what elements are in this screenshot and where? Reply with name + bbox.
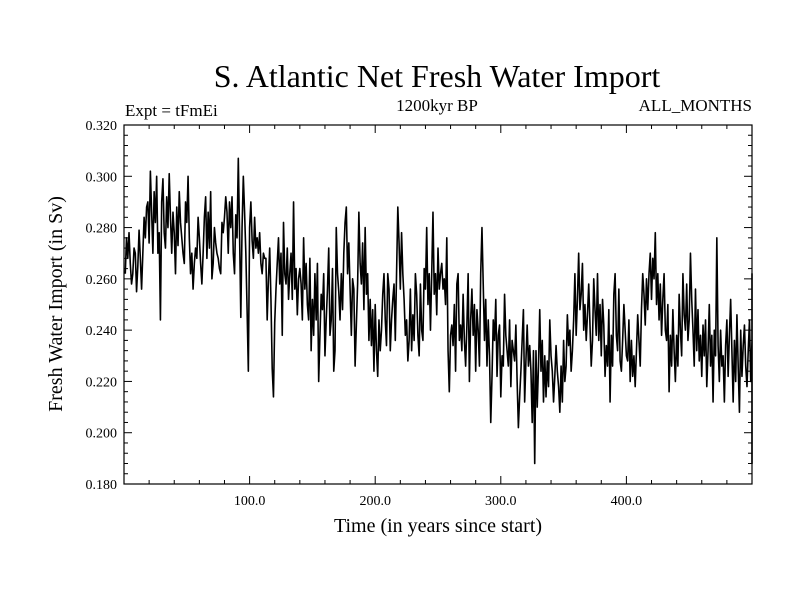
series-layer: [124, 157, 753, 465]
y-tick-label: 0.240: [86, 324, 118, 339]
y-tick-label: 0.300: [86, 170, 118, 185]
y-tick-label: 0.220: [86, 375, 118, 390]
chart-subtitle-right: ALL_MONTHS: [639, 96, 752, 115]
x-tick-label: 300.0: [485, 494, 517, 509]
plot-area-frame: [123, 124, 753, 485]
x-tick-label: 400.0: [611, 494, 643, 509]
axis-ticks: 0.180 0.200 0.220 0.240 0.260 0.280 0.300 0.320…: [86, 119, 752, 509]
y-axis-label: Fresh Water Import (in Sv): [45, 196, 67, 412]
chart-subtitle-center: 1200kyr BP: [396, 96, 478, 115]
x-tick-label: 100.0: [234, 494, 266, 509]
y-tick-label: 0.200: [86, 427, 118, 442]
x-axis-label: Time (in years since start): [334, 515, 542, 537]
chart-title: S. Atlantic Net Fresh Water Import: [214, 58, 661, 94]
y-tick-label: 0.320: [86, 119, 118, 134]
chart-subtitle-left: Expt = tFmEi: [125, 101, 218, 120]
x-tick-label: 200.0: [359, 494, 391, 509]
y-tick-label: 0.280: [86, 222, 118, 237]
y-tick-label: 0.260: [86, 273, 118, 288]
series-line: [124, 157, 753, 465]
y-tick-label: 0.180: [86, 478, 118, 493]
